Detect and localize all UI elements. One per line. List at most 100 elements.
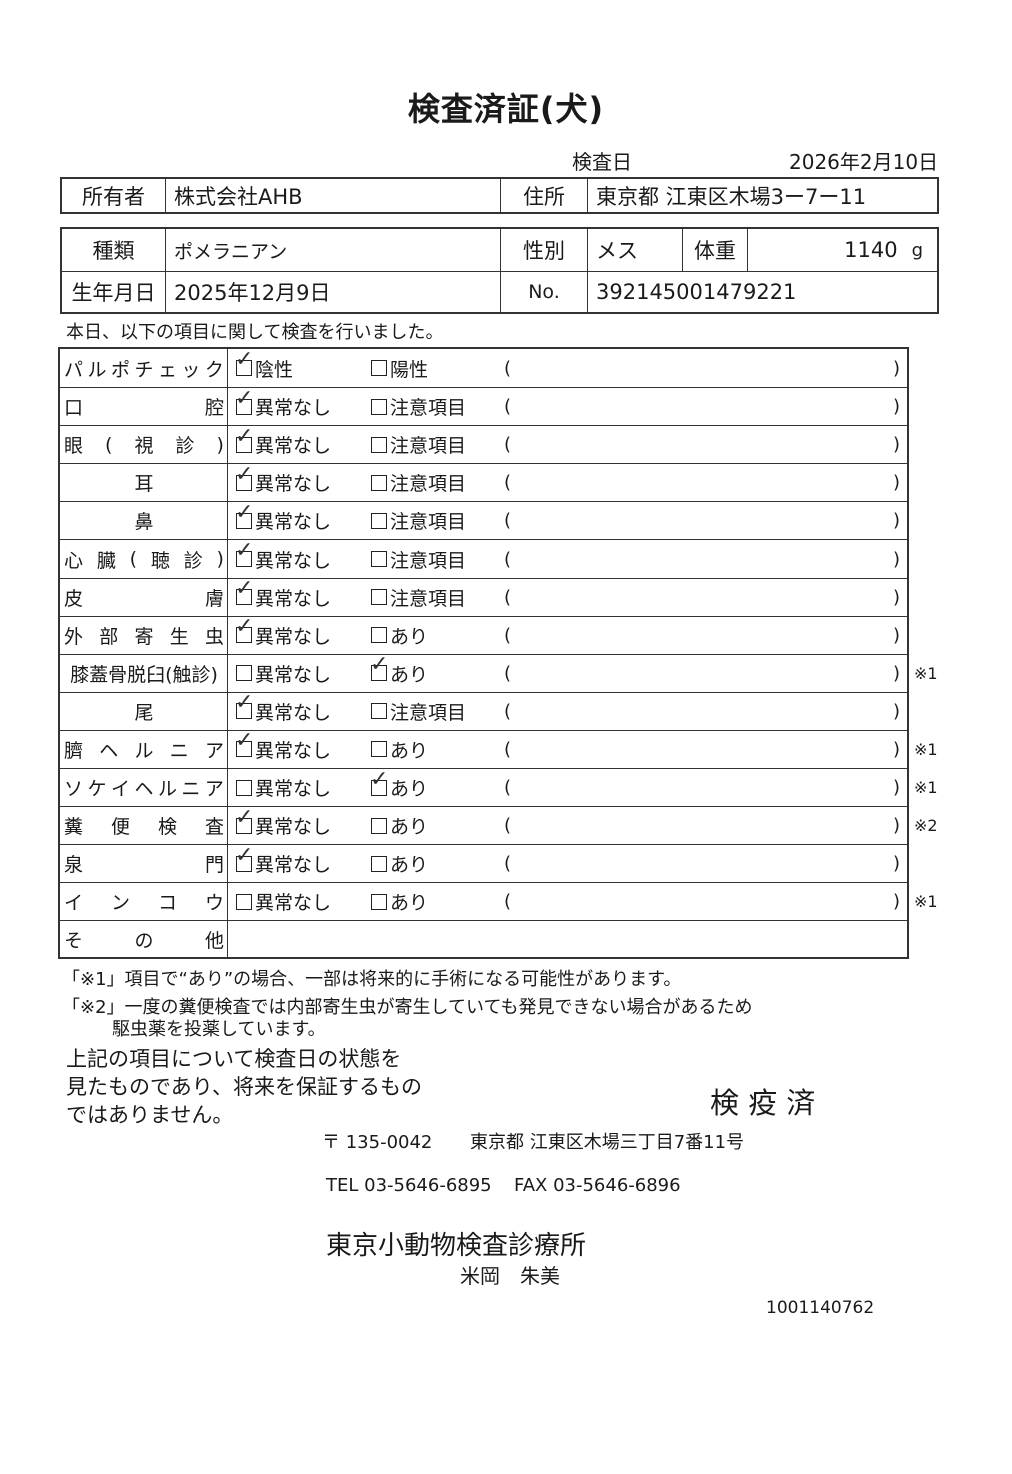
option-1[interactable]: ✓ 陰性 bbox=[235, 349, 293, 387]
checkbox-icon[interactable] bbox=[371, 703, 387, 720]
option-2[interactable]: あり bbox=[371, 807, 428, 844]
checkbox-icon[interactable] bbox=[371, 436, 387, 453]
checkbox-icon[interactable] bbox=[371, 627, 387, 644]
breed-value: ポメラニアン bbox=[165, 229, 500, 271]
item-label-char: ル bbox=[134, 739, 154, 762]
item-label-char: 糞 bbox=[64, 816, 84, 839]
option-2[interactable]: 注意項目 bbox=[371, 502, 466, 539]
checked-checkbox-icon[interactable]: ✓ bbox=[235, 349, 253, 377]
owner-table: 所有者 株式会社AHB 住所 東京都 江東区木場3ー7ー11 bbox=[60, 177, 939, 214]
option-label: 注意項目 bbox=[390, 701, 467, 724]
checked-checkbox-icon[interactable]: ✓ bbox=[235, 730, 253, 758]
checkbox-icon[interactable] bbox=[371, 474, 387, 491]
document-id: 1001140762 bbox=[766, 1298, 875, 1318]
option-2[interactable]: 注意項目 bbox=[371, 540, 466, 577]
check-mark-icon: ✓ bbox=[235, 576, 254, 602]
option-2[interactable]: 注意項目 bbox=[371, 464, 466, 501]
option-1[interactable]: ✓ 異常なし bbox=[235, 578, 332, 616]
remarks-close-paren: ) bbox=[893, 815, 901, 837]
option-2[interactable]: 陽性 bbox=[371, 349, 428, 387]
item-label-char: の bbox=[134, 929, 154, 952]
item-label-char: イ bbox=[64, 892, 84, 915]
option-1[interactable]: ✓ 異常なし bbox=[235, 501, 332, 539]
option-1[interactable]: ✓ 異常なし bbox=[235, 540, 331, 577]
item-label-char: 耳 bbox=[134, 473, 154, 496]
option-label: 異常なし bbox=[255, 587, 332, 610]
option-1[interactable]: ✓ 異常なし bbox=[235, 387, 331, 425]
check-mark-icon: ✓ bbox=[370, 652, 389, 678]
item-label: 眼 (視診) bbox=[60, 426, 228, 464]
option-1[interactable]: 異常なし bbox=[236, 883, 331, 920]
remarks-open-paren: ( bbox=[504, 738, 512, 760]
remarks-open-paren: ( bbox=[504, 624, 512, 646]
checked-checkbox-icon[interactable]: ✓ bbox=[370, 768, 388, 796]
option-2[interactable]: あり bbox=[371, 845, 428, 882]
checkbox-icon[interactable] bbox=[371, 589, 387, 606]
option-1[interactable]: ✓ 異常なし bbox=[235, 425, 331, 463]
item-label-char: ケ bbox=[87, 778, 107, 801]
option-2[interactable]: 注意項目 bbox=[371, 388, 466, 425]
checkbox-icon[interactable] bbox=[236, 893, 252, 910]
option-1[interactable]: ✓ 異常なし bbox=[235, 463, 331, 501]
option-1[interactable]: 異常なし bbox=[236, 655, 331, 692]
item-label-char: 泉 bbox=[64, 854, 84, 877]
note-1: 「※1」項目で“あり”の場合、一部は将来的に手術になる可能性があります。 bbox=[62, 969, 682, 990]
option-1[interactable]: ✓ 異常なし bbox=[235, 844, 331, 882]
option-label: あり bbox=[390, 625, 429, 648]
checked-checkbox-icon[interactable]: ✓ bbox=[235, 540, 253, 568]
option-2[interactable]: 注意項目 bbox=[371, 693, 466, 730]
checked-checkbox-icon[interactable]: ✓ bbox=[235, 387, 253, 415]
checkbox-icon[interactable] bbox=[236, 665, 252, 682]
checked-checkbox-icon[interactable]: ✓ bbox=[235, 501, 253, 529]
clinic-name: 東京小動物検査診療所 bbox=[326, 1231, 587, 1261]
option-2[interactable]: あり bbox=[371, 883, 428, 920]
item-label-char: チ bbox=[134, 358, 154, 381]
checklist-row: 糞 便 検 査 ✓ 異常なし あり () bbox=[60, 806, 907, 845]
check-mark-icon: ✓ bbox=[235, 538, 254, 564]
checkbox-icon[interactable] bbox=[371, 855, 387, 872]
checklist-row: 口腔 ✓ 異常なし 注意項目() bbox=[60, 387, 907, 426]
checkbox-icon[interactable] bbox=[371, 551, 387, 568]
weight-value: 1140 bbox=[844, 238, 898, 262]
checkbox-icon[interactable] bbox=[371, 893, 387, 910]
disclaimer: 上記の項目について検査日の状態を 見たものであり、将来を保証するもの ではありま… bbox=[66, 1045, 422, 1129]
checkbox-icon[interactable] bbox=[371, 741, 387, 758]
option-label: 注意項目 bbox=[390, 587, 467, 610]
option-label: 異常なし bbox=[255, 511, 332, 534]
option-1[interactable]: ✓ 異常なし bbox=[235, 730, 331, 768]
checkbox-icon[interactable] bbox=[371, 398, 387, 415]
check-mark-icon: ✓ bbox=[235, 499, 254, 525]
checkbox-icon[interactable] bbox=[371, 512, 387, 529]
checked-checkbox-icon[interactable]: ✓ bbox=[235, 806, 253, 834]
item-label-char: パ bbox=[64, 358, 84, 381]
option-2[interactable]: ✓ あり bbox=[370, 768, 428, 806]
checkbox-icon[interactable] bbox=[371, 360, 387, 377]
option-1[interactable]: ✓ 異常なし bbox=[235, 616, 331, 654]
item-label-char: 生 bbox=[169, 625, 189, 648]
remarks-close-paren: ) bbox=[893, 738, 901, 760]
checked-checkbox-icon[interactable]: ✓ bbox=[235, 616, 253, 644]
option-2[interactable]: あり bbox=[371, 731, 428, 768]
option-label: 異常なし bbox=[255, 778, 332, 801]
checked-checkbox-icon[interactable]: ✓ bbox=[235, 578, 253, 606]
checkbox-icon[interactable] bbox=[371, 817, 387, 834]
option-1[interactable]: ✓ 異常なし bbox=[235, 806, 331, 844]
option-1[interactable]: 異常なし bbox=[236, 769, 331, 806]
check-mark-icon: ✓ bbox=[235, 461, 254, 487]
checked-checkbox-icon[interactable]: ✓ bbox=[235, 692, 253, 720]
checked-checkbox-icon[interactable]: ✓ bbox=[235, 844, 253, 872]
option-2[interactable]: 注意項目 bbox=[371, 579, 466, 616]
option-1[interactable]: ✓ 異常なし bbox=[235, 692, 331, 730]
checkbox-icon[interactable] bbox=[236, 779, 252, 796]
checked-checkbox-icon[interactable]: ✓ bbox=[235, 463, 253, 491]
remarks-close-paren: ) bbox=[893, 624, 901, 646]
note-2-cont: 駆虫薬を投薬しています。 bbox=[112, 1019, 326, 1040]
clinic-tel: TEL 03-5646-6895 bbox=[326, 1175, 492, 1196]
intro-text: 本日、以下の項目に関して検査を行いました。 bbox=[66, 322, 444, 343]
checked-checkbox-icon[interactable]: ✓ bbox=[370, 654, 388, 682]
checked-checkbox-icon[interactable]: ✓ bbox=[235, 425, 253, 453]
option-2[interactable]: あり bbox=[371, 617, 428, 654]
option-2[interactable]: ✓ あり bbox=[370, 654, 428, 692]
option-label: 注意項目 bbox=[390, 473, 467, 496]
option-2[interactable]: 注意項目 bbox=[371, 426, 466, 463]
